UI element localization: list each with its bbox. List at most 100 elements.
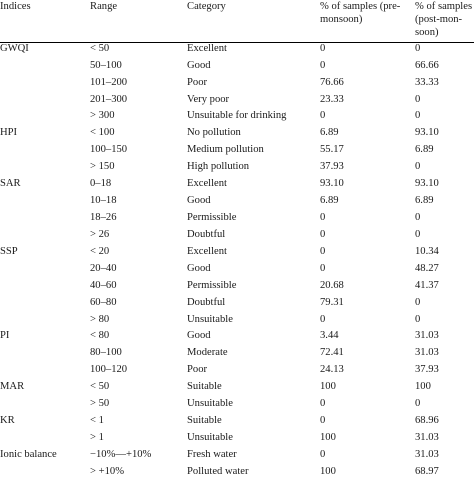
cell-category: Moderate xyxy=(187,347,228,358)
cell-pre-monsoon: 0 xyxy=(320,246,326,257)
cell-post-monsoon: 68.96 xyxy=(415,415,439,426)
cell-range: > 80 xyxy=(90,314,110,325)
cell-pre-monsoon: 20.68 xyxy=(320,280,344,291)
cell-category: Suitable xyxy=(187,381,222,392)
cell-pre-monsoon: 0 xyxy=(320,43,326,54)
cell-pre-monsoon: 0 xyxy=(320,263,326,274)
cell-range: 101–200 xyxy=(90,77,128,88)
cell-category: Fresh water xyxy=(187,449,237,460)
cell-range: 50–100 xyxy=(90,60,122,71)
cell-category: Polluted water xyxy=(187,466,249,477)
cell-range: > 300 xyxy=(90,110,115,121)
cell-index: Ionic balance xyxy=(0,449,57,460)
cell-pre-monsoon: 6.89 xyxy=(320,195,339,206)
cell-post-monsoon: 31.03 xyxy=(415,432,439,443)
cell-range: 100–150 xyxy=(90,144,128,155)
cell-range: > 26 xyxy=(90,229,110,240)
cell-post-monsoon: 31.03 xyxy=(415,347,439,358)
cell-index: HPI xyxy=(0,127,18,138)
cell-pre-monsoon: 100 xyxy=(320,466,336,477)
header-pre-monsoon-line1: % of samples (pre- xyxy=(320,1,401,12)
cell-category: Excellent xyxy=(187,246,228,257)
cell-category: Good xyxy=(187,195,211,206)
cell-range: < 50 xyxy=(90,381,110,392)
cell-category: Doubtful xyxy=(187,297,226,308)
cell-post-monsoon: 31.03 xyxy=(415,330,439,341)
cell-pre-monsoon: 100 xyxy=(320,381,336,392)
cell-post-monsoon: 33.33 xyxy=(415,77,439,88)
cell-post-monsoon: 0 xyxy=(415,43,421,54)
cell-range: 100–120 xyxy=(90,364,128,375)
cell-pre-monsoon: 0 xyxy=(320,415,326,426)
cell-pre-monsoon: 0 xyxy=(320,110,326,121)
cell-pre-monsoon: 0 xyxy=(320,449,326,460)
cell-range: 60–80 xyxy=(90,297,117,308)
cell-index: GWQI xyxy=(0,43,29,54)
cell-pre-monsoon: 79.31 xyxy=(320,297,344,308)
header-range: Range xyxy=(90,1,118,12)
cell-pre-monsoon: 0 xyxy=(320,398,326,409)
cell-range: 201–300 xyxy=(90,94,128,105)
cell-range: > 1 xyxy=(90,432,104,443)
cell-post-monsoon: 0 xyxy=(415,94,421,105)
cell-range: −10%—+10% xyxy=(90,449,152,460)
cell-pre-monsoon: 24.13 xyxy=(320,364,344,375)
cell-category: No pollution xyxy=(187,127,241,138)
header-bottom-rule xyxy=(0,42,474,43)
cell-category: High pollution xyxy=(187,161,250,172)
cell-index: KR xyxy=(0,415,15,426)
cell-range: > 50 xyxy=(90,398,110,409)
cell-range: < 100 xyxy=(90,127,115,138)
cell-post-monsoon: 100 xyxy=(415,381,431,392)
header-post-monsoon-line3: soon) xyxy=(415,27,439,38)
cell-range: < 20 xyxy=(90,246,110,257)
cell-post-monsoon: 93.10 xyxy=(415,178,439,189)
cell-category: Good xyxy=(187,263,211,274)
cell-range: 18–26 xyxy=(90,212,117,223)
cell-range: 20–40 xyxy=(90,263,117,274)
cell-post-monsoon: 68.97 xyxy=(415,466,439,477)
header-pre-monsoon-line2: monsoon) xyxy=(320,14,363,25)
cell-pre-monsoon: 3.44 xyxy=(320,330,339,341)
cell-category: Unsuitable xyxy=(187,398,233,409)
cell-category: Suitable xyxy=(187,415,222,426)
cell-range: > +10% xyxy=(90,466,125,477)
cell-range: < 80 xyxy=(90,330,110,341)
cell-index: SAR xyxy=(0,178,21,189)
cell-index: PI xyxy=(0,330,10,341)
cell-category: Unsuitable for drinking xyxy=(187,110,287,121)
cell-category: Excellent xyxy=(187,43,228,54)
cell-post-monsoon: 41.37 xyxy=(415,280,439,291)
cell-post-monsoon: 66.66 xyxy=(415,60,439,71)
cell-pre-monsoon: 37.93 xyxy=(320,161,344,172)
cell-post-monsoon: 0 xyxy=(415,110,421,121)
cell-range: < 50 xyxy=(90,43,110,54)
header-post-monsoon-line2: (post-mon- xyxy=(415,14,463,25)
cell-post-monsoon: 93.10 xyxy=(415,127,439,138)
cell-pre-monsoon: 23.33 xyxy=(320,94,344,105)
cell-category: Poor xyxy=(187,77,208,88)
cell-post-monsoon: 0 xyxy=(415,314,421,325)
cell-category: Permissible xyxy=(187,212,237,223)
cell-pre-monsoon: 0 xyxy=(320,229,326,240)
cell-post-monsoon: 0 xyxy=(415,398,421,409)
cell-range: 0–18 xyxy=(90,178,112,189)
cell-post-monsoon: 0 xyxy=(415,297,421,308)
cell-category: Excellent xyxy=(187,178,228,189)
cell-category: Medium pollution xyxy=(187,144,264,155)
cell-post-monsoon: 0 xyxy=(415,212,421,223)
cell-category: Poor xyxy=(187,364,208,375)
cell-post-monsoon: 0 xyxy=(415,229,421,240)
cell-post-monsoon: 48.27 xyxy=(415,263,439,274)
cell-post-monsoon: 37.93 xyxy=(415,364,439,375)
cell-pre-monsoon: 93.10 xyxy=(320,178,344,189)
cell-pre-monsoon: 100 xyxy=(320,432,336,443)
cell-pre-monsoon: 0 xyxy=(320,60,326,71)
cell-post-monsoon: 10.34 xyxy=(415,246,439,257)
cell-category: Permissible xyxy=(187,280,237,291)
cell-pre-monsoon: 0 xyxy=(320,212,326,223)
header-indices: Indices xyxy=(0,1,31,12)
cell-index: MAR xyxy=(0,381,25,392)
cell-range: 10–18 xyxy=(90,195,117,206)
